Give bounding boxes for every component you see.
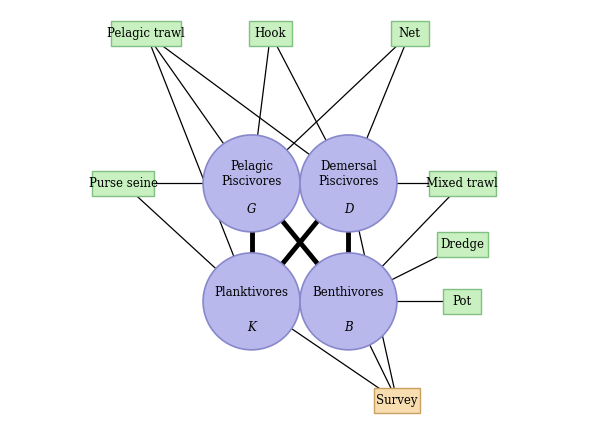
FancyBboxPatch shape [250, 21, 292, 46]
Text: Benthivores: Benthivores [313, 286, 384, 298]
Circle shape [300, 135, 397, 232]
FancyBboxPatch shape [428, 171, 496, 196]
FancyBboxPatch shape [92, 171, 154, 196]
Text: Dredge: Dredge [440, 238, 484, 251]
Text: Demersal
Piscivores: Demersal Piscivores [318, 160, 379, 188]
FancyBboxPatch shape [437, 232, 488, 257]
FancyBboxPatch shape [391, 21, 428, 46]
Circle shape [203, 253, 300, 350]
FancyBboxPatch shape [374, 388, 420, 413]
Text: Hook: Hook [254, 27, 286, 40]
Text: Planktivores: Planktivores [215, 286, 289, 298]
Text: Survey: Survey [376, 394, 418, 407]
Text: Pelagic trawl: Pelagic trawl [107, 27, 185, 40]
Text: D: D [344, 203, 353, 216]
Text: G: G [247, 203, 256, 216]
FancyBboxPatch shape [443, 289, 481, 314]
Circle shape [300, 253, 397, 350]
Text: B: B [344, 321, 353, 334]
Text: Pelagic
Piscivores: Pelagic Piscivores [221, 160, 282, 188]
Text: K: K [247, 321, 256, 334]
FancyBboxPatch shape [112, 21, 181, 46]
Circle shape [203, 135, 300, 232]
Text: Net: Net [398, 27, 421, 40]
Text: Pot: Pot [452, 295, 472, 308]
Text: Purse seine: Purse seine [89, 177, 158, 190]
Text: Mixed trawl: Mixed trawl [427, 177, 498, 190]
